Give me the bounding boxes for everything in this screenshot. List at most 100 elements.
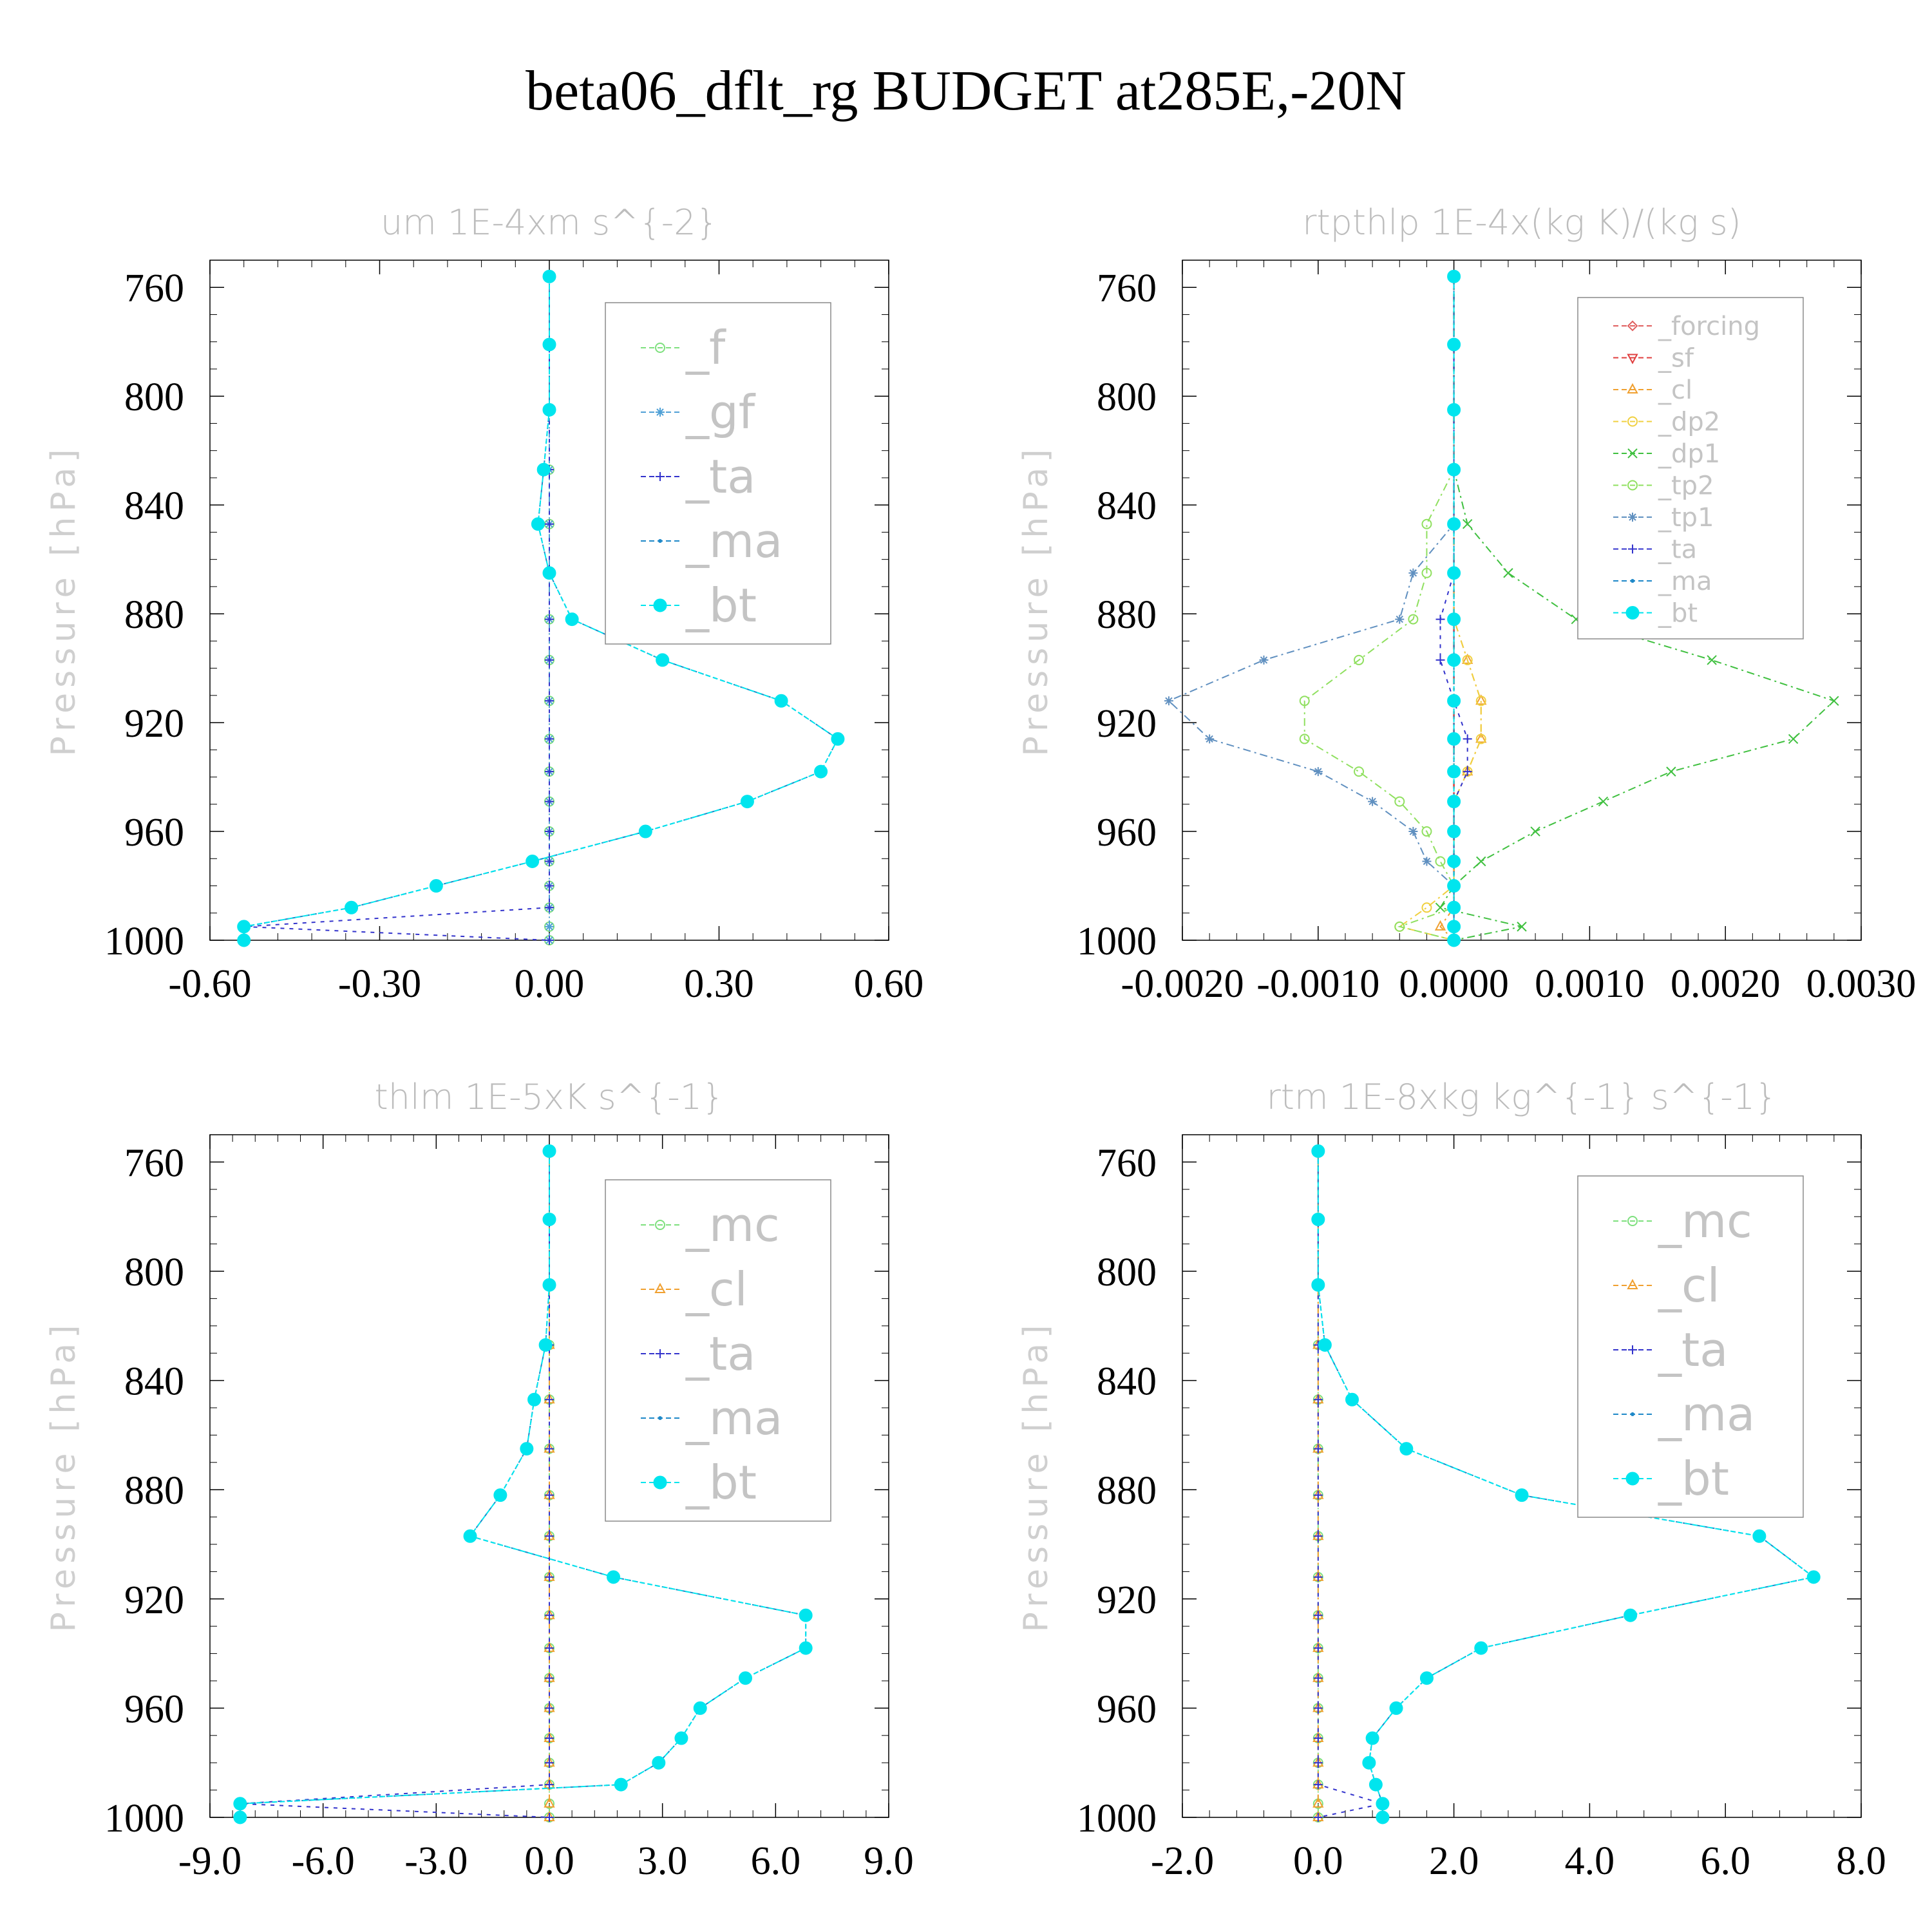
point-bt bbox=[536, 462, 551, 477]
x-tick-label: 8.0 bbox=[1836, 1839, 1886, 1883]
x-tick-label: 6.0 bbox=[1700, 1839, 1750, 1883]
point-bt bbox=[1474, 1641, 1488, 1655]
series-line-bt bbox=[239, 1151, 807, 1817]
point-bt bbox=[1447, 900, 1461, 914]
legend-label: _tp2 bbox=[1658, 471, 1714, 501]
series-cl bbox=[1434, 270, 1487, 944]
x-tick-label: 6.0 bbox=[751, 1839, 801, 1883]
point-bt bbox=[652, 1756, 666, 1770]
series-ta bbox=[1313, 1146, 1387, 1822]
point-bt bbox=[656, 653, 670, 667]
point-bt bbox=[526, 855, 540, 869]
point-ta bbox=[545, 1703, 554, 1713]
point-ta bbox=[545, 827, 554, 837]
legend-marker bbox=[655, 1220, 665, 1230]
point-ta bbox=[545, 734, 554, 744]
point-dp1 bbox=[1788, 734, 1799, 744]
point-cl bbox=[1434, 920, 1446, 931]
point-cl bbox=[1475, 732, 1487, 743]
legend-box bbox=[1577, 297, 1804, 639]
point-ta bbox=[545, 936, 554, 945]
legend-marker bbox=[1628, 1345, 1637, 1354]
point-tp2 bbox=[1299, 734, 1310, 744]
point-ta bbox=[1435, 614, 1445, 624]
legend-marker bbox=[656, 408, 665, 417]
x-tick-label: 0.0 bbox=[1293, 1839, 1343, 1883]
series-tp2 bbox=[1299, 271, 1459, 945]
legend-marker bbox=[1627, 320, 1638, 332]
y-tick-label: 800 bbox=[124, 375, 184, 419]
y-tick-label: 920 bbox=[124, 1578, 184, 1622]
series-tp1 bbox=[1164, 272, 1459, 945]
point-bt bbox=[1368, 1777, 1383, 1792]
point-ta bbox=[1313, 1780, 1323, 1790]
point-tp2 bbox=[1299, 696, 1310, 706]
point-bt bbox=[565, 612, 579, 627]
point-ta bbox=[545, 655, 554, 665]
legend-marker bbox=[653, 598, 667, 612]
point-bt bbox=[1365, 1731, 1379, 1745]
y-tick-label: 760 bbox=[124, 267, 184, 310]
y-tick-label: 840 bbox=[124, 484, 184, 528]
point-bt bbox=[1447, 337, 1461, 352]
legend-label: _gf bbox=[685, 385, 756, 439]
point-ta bbox=[1313, 1444, 1323, 1454]
x-tick-label: -3.0 bbox=[404, 1839, 468, 1883]
point-bt bbox=[1311, 1212, 1325, 1226]
point-bt bbox=[607, 1570, 621, 1584]
series-bt bbox=[237, 269, 845, 947]
panel-um: um 1E-4xm s^{-2} Pressure [hPa] -0.60 -0.30… bbox=[44, 202, 923, 1006]
point-ta bbox=[1313, 1572, 1323, 1582]
legend: _mc _cl _ta _ma _bt bbox=[1577, 1175, 1804, 1518]
legend-marker bbox=[1631, 579, 1634, 583]
legend-box bbox=[605, 1179, 831, 1522]
point-ta bbox=[545, 1490, 554, 1500]
legend-marker bbox=[655, 343, 665, 353]
point-dp1 bbox=[1598, 796, 1609, 807]
series-bt bbox=[1311, 1144, 1821, 1824]
legend-marker bbox=[658, 1416, 662, 1420]
point-bt bbox=[542, 1144, 556, 1158]
legend-label: _bt bbox=[1658, 599, 1698, 629]
y-tick-label: 800 bbox=[1097, 375, 1157, 419]
legend-label: _bt bbox=[685, 578, 757, 632]
point-bt bbox=[1447, 517, 1461, 531]
point-tp2 bbox=[1421, 826, 1432, 837]
point-bt bbox=[1345, 1392, 1359, 1406]
x-tick-label: 0.0020 bbox=[1671, 962, 1781, 1006]
point-dp1 bbox=[1829, 696, 1839, 706]
point-bt bbox=[1447, 566, 1461, 580]
legend-marker bbox=[1625, 606, 1640, 620]
point-bt bbox=[814, 764, 828, 779]
point-tp2 bbox=[1435, 856, 1446, 867]
y-tick-label: 960 bbox=[124, 1687, 184, 1731]
panel-title: thlm 1E-5xK s^{-1} bbox=[375, 1077, 724, 1117]
y-tick-label: 760 bbox=[124, 1141, 184, 1185]
point-bt bbox=[1447, 855, 1461, 869]
point-bt bbox=[463, 1529, 477, 1543]
figure-title: beta06_dflt_rg BUDGET at285E,-20N bbox=[526, 60, 1406, 122]
point-bt bbox=[1447, 824, 1461, 838]
series-line-ma bbox=[239, 1151, 807, 1817]
point-tp1 bbox=[1259, 655, 1269, 665]
point-bt bbox=[542, 1278, 556, 1292]
point-tp1 bbox=[1205, 734, 1215, 744]
point-ta bbox=[545, 797, 554, 806]
series-line-ta bbox=[1317, 1151, 1383, 1818]
point-cl bbox=[544, 1797, 555, 1808]
point-bt bbox=[1447, 612, 1461, 627]
point-ta bbox=[1463, 734, 1472, 744]
y-axis-label: Pressure [hPa] bbox=[44, 1320, 83, 1633]
legend-label: _cl bbox=[1658, 375, 1692, 405]
point-dp2 bbox=[1475, 696, 1486, 706]
legend-marker bbox=[1627, 480, 1638, 491]
point-ta bbox=[545, 857, 554, 866]
point-bt bbox=[831, 732, 845, 746]
y-tick-label: 760 bbox=[1097, 267, 1157, 310]
x-tick-label: -0.0020 bbox=[1121, 962, 1244, 1006]
x-tick-label: 0.60 bbox=[854, 962, 924, 1006]
legend-marker bbox=[1631, 1412, 1634, 1416]
panel-rtm: rtm 1E-8xkg kg^{-1} s^{-1} Pressure [hPa]… bbox=[1017, 1077, 1886, 1883]
point-bt bbox=[233, 1797, 247, 1811]
point-bt bbox=[1311, 1278, 1325, 1292]
